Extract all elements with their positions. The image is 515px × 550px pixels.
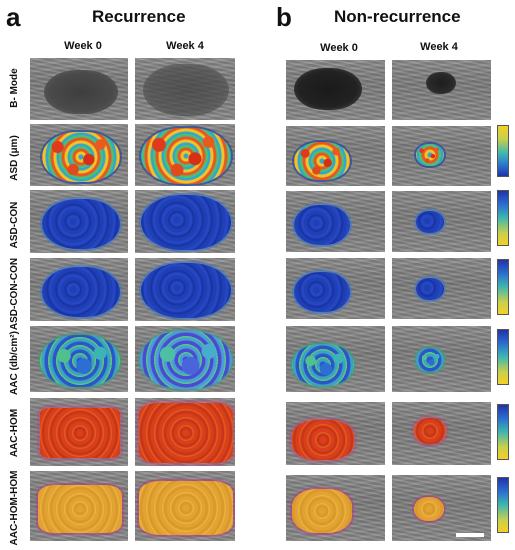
colorbar-aac-hom-hom — [497, 477, 509, 533]
image-b-week4-aac-hom-hom — [391, 474, 492, 542]
image-a-week4-asd-con — [134, 189, 236, 254]
colorbar-asd-con — [497, 190, 509, 246]
row-label-aac-hom: AAC-HOM — [9, 408, 20, 458]
image-a-week4-aac-hom — [134, 397, 236, 467]
row-label-asd: ASD (μm) — [9, 135, 20, 181]
image-b-week0-asd — [285, 125, 386, 187]
image-a-week0-aac-hom-hom — [29, 470, 129, 542]
row-label-b-mode: B- Mode — [9, 68, 20, 108]
image-b-week4-asd-con-con — [391, 257, 492, 320]
image-a-week4-bmode — [134, 57, 236, 121]
image-a-week4-asd-con-con — [134, 257, 236, 322]
panel-a-letter: a — [6, 2, 21, 32]
col-label-a-week4: Week 4 — [166, 40, 204, 52]
image-b-week4-bmode — [391, 59, 492, 121]
image-a-week4-asd — [134, 123, 236, 187]
row-label-aac-hom-hom: AAC-HOM-HOM — [9, 470, 20, 546]
image-a-week0-aac-hom — [29, 397, 129, 467]
colorbar-aac — [497, 329, 509, 385]
row-label-aac: AAC (db/cm²) — [9, 331, 20, 395]
image-b-week0-asd-con — [285, 190, 386, 253]
panel-a-title: Recurrence — [92, 7, 186, 26]
col-label-a-week0: Week 0 — [64, 40, 102, 52]
image-b-week0-aac — [285, 325, 386, 393]
image-a-week4-aac-hom-hom — [134, 470, 236, 542]
colorbar-asd-con-con — [497, 259, 509, 315]
image-b-week4-aac-hom — [391, 401, 492, 466]
image-a-week0-bmode — [29, 57, 129, 121]
colorbar-asd — [497, 125, 509, 177]
panel-b-letter: b — [276, 2, 292, 32]
image-b-week4-aac — [391, 325, 492, 393]
image-a-week0-asd-con-con — [29, 257, 129, 322]
image-b-week4-asd-con — [391, 190, 492, 253]
scale-bar — [456, 533, 484, 537]
image-b-week0-aac-hom-hom — [285, 474, 386, 542]
row-label-asd-con-con: ASD-CON-CON — [9, 257, 20, 331]
colorbar-aac-hom — [497, 404, 509, 460]
col-label-b-week0: Week 0 — [320, 42, 358, 54]
image-a-week0-asd — [29, 123, 129, 187]
row-label-asd-con: ASD-CON — [9, 201, 20, 249]
panel-b-title: Non-recurrence — [334, 7, 461, 26]
image-a-week4-aac — [134, 325, 236, 393]
image-a-week0-aac — [29, 325, 129, 393]
image-b-week0-bmode — [285, 59, 386, 121]
image-b-week4-asd — [391, 125, 492, 187]
image-a-week0-asd-con — [29, 189, 129, 254]
image-b-week0-aac-hom — [285, 401, 386, 466]
image-b-week0-asd-con-con — [285, 257, 386, 320]
col-label-b-week4: Week 4 — [420, 41, 458, 53]
